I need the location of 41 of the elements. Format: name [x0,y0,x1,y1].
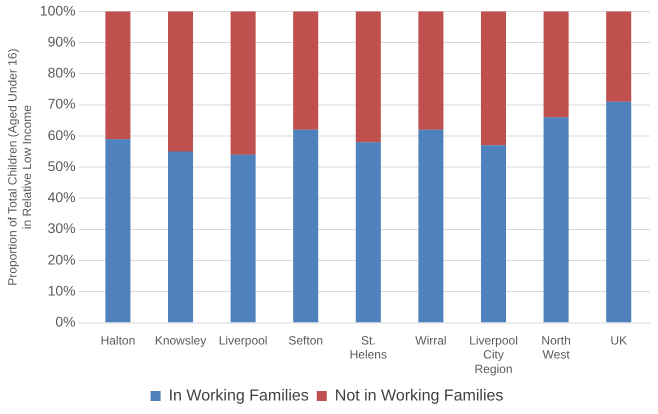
y-tick-label: 100% [40,2,76,18]
bar [105,139,130,322]
x-tick-label: North West [541,333,571,362]
x-tick-label: Knowsley [154,333,206,348]
bar [356,142,381,322]
x-tick-label: Liverpool City Region [469,333,518,376]
bar [480,11,506,146]
y-tick-label: 60% [48,126,76,143]
bar [168,11,194,152]
bar [293,11,318,130]
y-tick-label: 30% [48,220,76,236]
bar [230,11,256,155]
y-tick-label: 90% [48,33,76,50]
bar [293,130,318,322]
y-tick-label: 50% [48,158,76,174]
y-axis-title: Proportion of Total Children (Aged Under 16) in Relative Low Income [6,48,34,286]
x-tick-label: Liverpool [218,333,268,348]
x-tick-label: UK [610,333,628,348]
x-tick-label: Halton [100,333,136,348]
legend-label: In Working Families [168,387,309,404]
bar [418,130,444,322]
bar [606,102,632,322]
y-tick-label: 20% [48,251,76,268]
bar [480,145,506,322]
x-tick-label: Sefton [288,333,324,348]
y-tick-label: 10% [48,282,76,299]
y-tick-label: 40% [48,189,76,206]
bar [544,11,569,118]
x-tick-label: Wirral [415,333,447,348]
bar [356,11,381,142]
legend-label: Not in Working Families [334,387,504,404]
x-tick-label: St. Helens [350,333,387,362]
y-tick-label: 70% [48,96,76,112]
y-tick-label: 0% [55,314,76,330]
bar [544,117,569,322]
y-tick-label: 80% [48,64,76,81]
bar [606,11,632,102]
bar [168,152,194,322]
bar [418,11,444,130]
bar [230,154,256,322]
bar [105,11,130,140]
